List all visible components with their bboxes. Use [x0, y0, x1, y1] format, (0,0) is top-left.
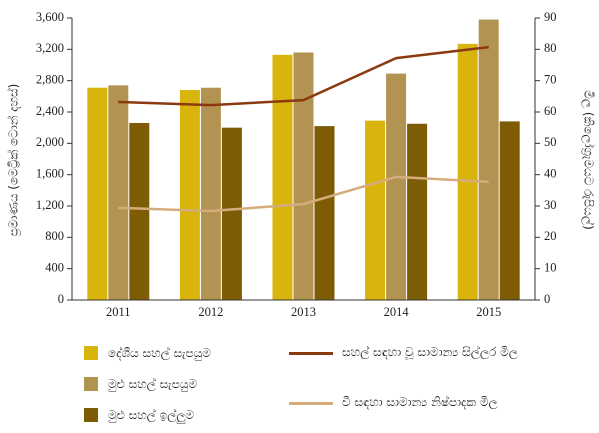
legend-label: මුළු සහල් සැපයුම: [108, 377, 197, 391]
bar: [272, 54, 293, 300]
bar: [108, 85, 129, 300]
y2-tick-label: 0: [544, 292, 550, 306]
x-tick-label: 2014: [384, 305, 410, 319]
line: [118, 45, 489, 107]
x-tick-label: 2015: [476, 305, 501, 319]
y2-tick-label: 50: [544, 135, 557, 149]
y-tick-label: 0: [58, 292, 64, 306]
line: [118, 175, 489, 213]
y-tick-label: 3,200: [36, 41, 64, 55]
legend-swatch: [84, 346, 98, 360]
legend-line: [289, 352, 333, 355]
bar: [499, 121, 520, 301]
y2-tick-label: 80: [544, 41, 557, 55]
bar: [365, 120, 386, 300]
y-axis-label: ප්‍රමාණය (මෙට්‍රික් ටොන් දහස්): [6, 84, 21, 237]
bar: [407, 123, 428, 300]
bar: [457, 43, 478, 300]
bar: [293, 52, 314, 300]
y2-tick-label: 10: [544, 261, 557, 275]
legend-swatch: [84, 408, 98, 422]
legend-label: වී සඳහා සාමාන්‍ය නිෂ්පාදක මිල: [342, 395, 498, 409]
chart: ප්‍රමාණය (මෙට්‍රික් ටොන් දහස්) මිල (කිලෝ…: [6, 10, 596, 319]
x-tick-label: 2011: [106, 305, 131, 319]
bar: [386, 73, 407, 300]
y-tick-label: 3,600: [36, 10, 64, 24]
y2-tick-label: 40: [544, 167, 557, 181]
legend-label: දේශීය සහල් සැපයුම: [108, 346, 211, 360]
y2-tick-label: 30: [544, 198, 557, 212]
y2-tick-label: 60: [544, 104, 557, 118]
y-tick-label: 2,000: [36, 135, 64, 149]
y-tick-label: 2,400: [36, 104, 64, 118]
y2-tick-label: 20: [544, 229, 557, 243]
y-tick-label: 400: [45, 261, 64, 275]
y2-tick-label: 70: [544, 73, 557, 87]
y-tick-label: 1,200: [36, 198, 64, 212]
legend-swatch: [84, 377, 98, 391]
legend-label: මුළු සහල් ඉල්ලුම: [108, 408, 195, 422]
bar: [87, 87, 108, 300]
y2-tick-label: 90: [544, 10, 557, 24]
bar: [221, 127, 242, 301]
bar: [179, 90, 200, 300]
bar: [129, 122, 150, 300]
legend-line: [289, 402, 333, 405]
bar: [200, 87, 221, 300]
x-tick-label: 2013: [291, 305, 316, 319]
y-tick-label: 800: [45, 229, 64, 243]
x-tick-label: 2012: [198, 305, 223, 319]
y2-axis-label: මිල (කිලෝග්‍රැමයට රුපියල්): [581, 90, 596, 230]
y-tick-label: 2,800: [36, 73, 64, 87]
bar: [314, 126, 335, 300]
y-tick-label: 1,600: [36, 167, 64, 181]
legend-label: සහල් සඳහා වූ සාමාන්‍ය සිල්ලර මිල: [342, 345, 518, 359]
bar: [478, 19, 499, 301]
